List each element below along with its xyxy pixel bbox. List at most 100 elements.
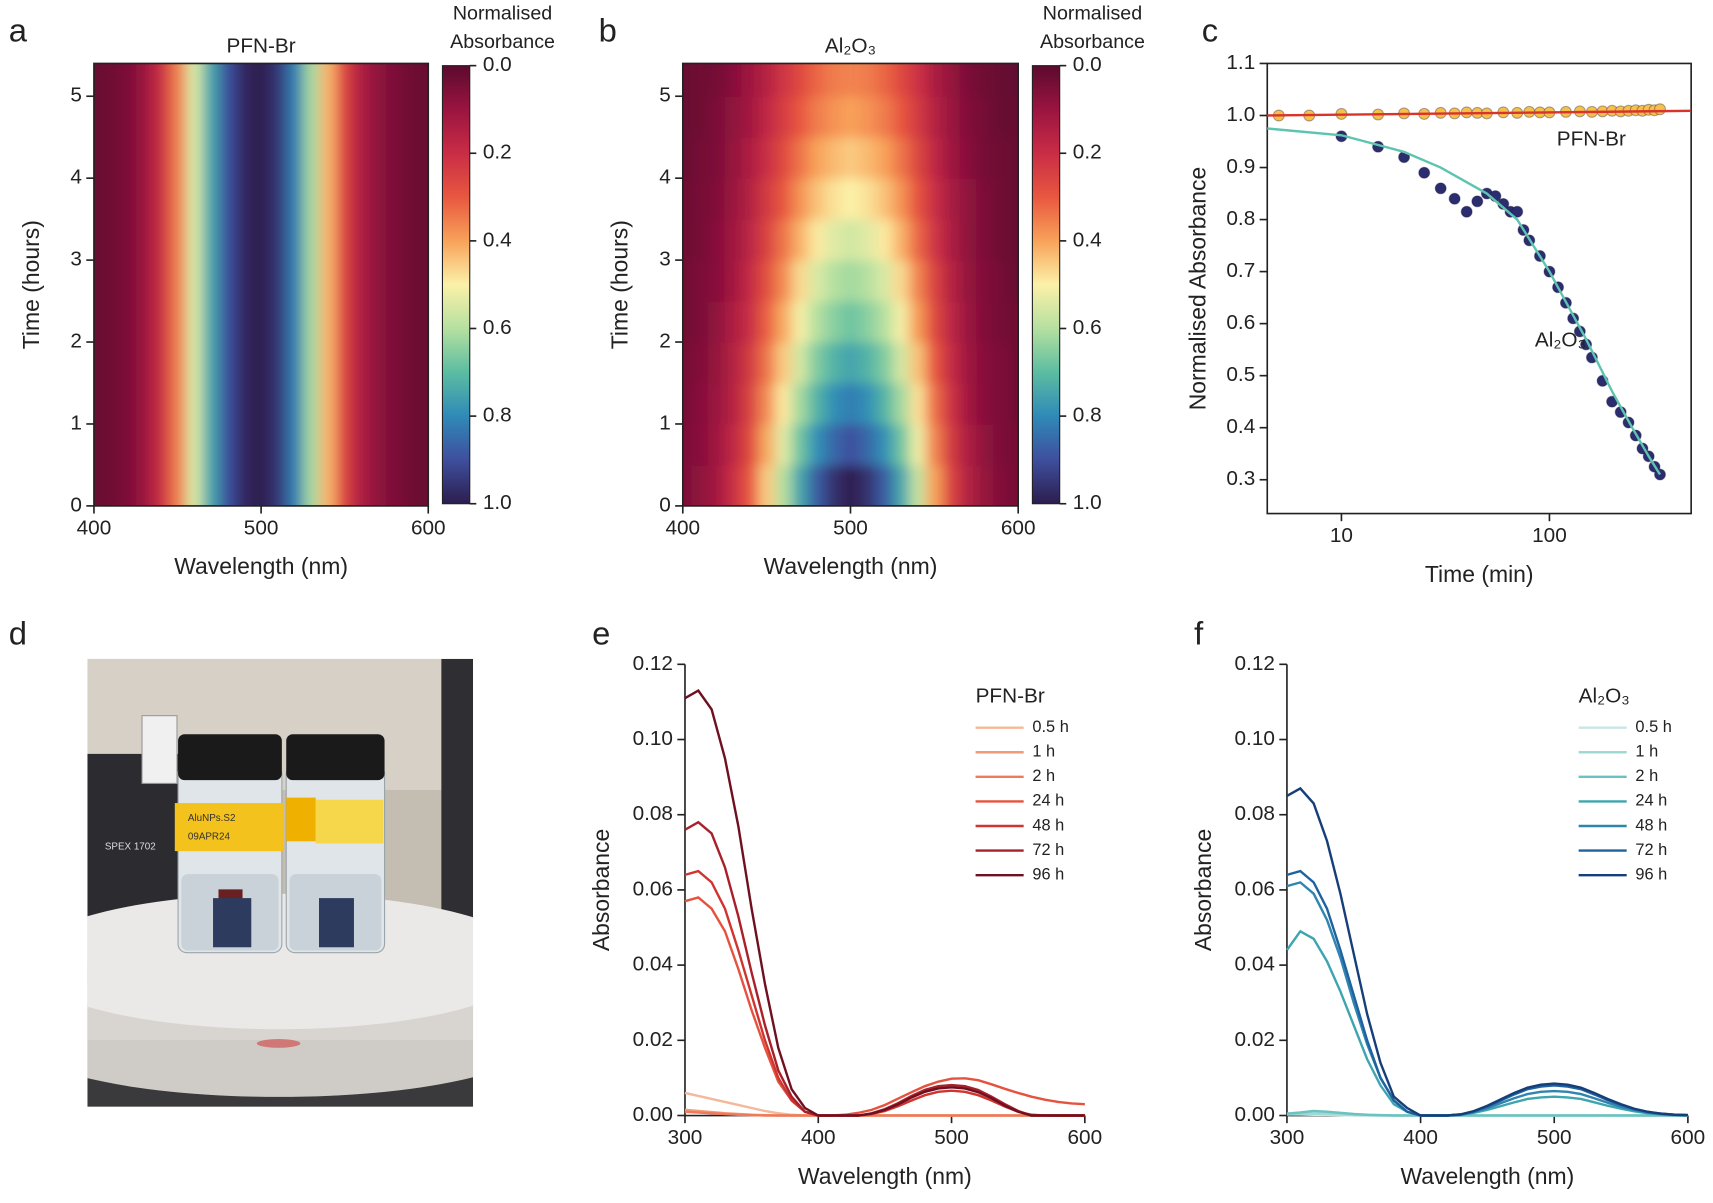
heatmap-cell xyxy=(842,342,860,384)
legend-label: 24 h xyxy=(1032,792,1064,810)
heatmap xyxy=(682,63,1019,506)
heatmap-cell xyxy=(236,423,254,506)
panel-letter: b xyxy=(599,12,617,49)
heatmap-cell xyxy=(169,260,187,343)
heatmap-cell xyxy=(842,301,860,343)
heatmap-cell xyxy=(758,63,776,97)
heatmap-cell xyxy=(909,219,927,261)
heatmap-cell xyxy=(758,301,776,343)
heatmap-cell xyxy=(682,423,692,466)
heatmap-cell xyxy=(858,178,877,220)
heatmap-cell xyxy=(269,96,287,179)
data-point xyxy=(1653,103,1667,116)
film-edge xyxy=(218,889,243,900)
annotation: PFN-Br xyxy=(1557,127,1626,150)
colorbar-tick-label: 0.6 xyxy=(483,316,512,339)
heatmap-cell xyxy=(959,423,977,466)
heatmap-cell xyxy=(892,301,910,343)
legend-label: 72 h xyxy=(1032,841,1064,859)
heatmap-cell xyxy=(252,260,271,343)
heatmap-cell xyxy=(219,96,237,179)
x-tick-label: 500 xyxy=(1537,1126,1572,1149)
y-tick-label: 2 xyxy=(659,330,671,353)
heatmap-cell xyxy=(858,423,877,466)
heatmap-cell xyxy=(419,96,429,179)
heatmap-cell xyxy=(185,63,204,97)
heatmap-cell xyxy=(959,301,977,343)
heatmap-cell xyxy=(369,96,388,179)
heatmap-cell xyxy=(858,301,877,343)
y-tick-label: 0.4 xyxy=(1226,415,1255,438)
heatmap-cell xyxy=(741,96,759,138)
colorbar-tick-label: 0.4 xyxy=(483,228,512,251)
heatmap-cell xyxy=(808,63,826,97)
y-axis-label: Normalised Absorbance xyxy=(1185,167,1211,411)
heatmap-cell xyxy=(741,219,759,261)
heatmap-cell xyxy=(825,423,843,466)
heatmap-cell xyxy=(925,423,944,466)
heatmap-cell xyxy=(842,260,860,302)
heatmap-cell xyxy=(825,63,843,97)
heatmap-cell xyxy=(135,63,154,97)
heatmap-cell xyxy=(302,96,321,179)
heatmap-cell xyxy=(724,178,743,220)
heatmap-cell xyxy=(386,423,404,506)
chart-title: Al₂O₃ xyxy=(825,35,876,58)
heatmap-cell xyxy=(219,63,237,97)
spectrum-line xyxy=(1286,1109,1688,1117)
heatmap-cell xyxy=(909,383,927,425)
heatmap-cell xyxy=(724,219,743,261)
heatmap-cell xyxy=(707,464,726,506)
heatmap-cell xyxy=(976,178,994,220)
heatmap-cell xyxy=(169,178,187,261)
heatmap-cell xyxy=(682,63,692,97)
heatmap-cell xyxy=(403,178,421,261)
heatmap-cell xyxy=(892,63,910,97)
heatmap-cell xyxy=(741,178,759,220)
heatmap-cell xyxy=(993,178,1011,220)
heatmap-cell xyxy=(976,464,994,506)
tag xyxy=(141,715,178,784)
heatmap-cell xyxy=(202,63,220,97)
colorbar-title: Normalised xyxy=(453,2,552,24)
y-tick-label: 0.08 xyxy=(1235,802,1275,825)
heatmap-cell xyxy=(925,63,944,97)
legend-label: 2 h xyxy=(1635,767,1658,785)
heatmap-cell xyxy=(119,342,137,425)
spectrum-line xyxy=(1285,929,1688,1117)
heatmap-cell xyxy=(102,342,120,425)
heatmap-cell xyxy=(875,423,894,466)
heatmap-cell xyxy=(269,63,287,97)
heatmap-cell xyxy=(724,137,743,179)
heatmap-cell xyxy=(791,63,810,97)
x-axis-label: Time (min) xyxy=(1425,561,1534,587)
annotation: Al₂O₃ xyxy=(1535,328,1586,351)
heatmap-cell xyxy=(959,63,977,97)
heatmap-cell xyxy=(976,383,994,425)
heatmap-cell xyxy=(682,464,692,506)
heatmap-cell xyxy=(185,342,204,425)
heatmap-cell xyxy=(152,423,170,506)
heatmap-cell xyxy=(336,260,354,343)
heatmap-cell xyxy=(185,423,204,506)
y-tick-label: 0.02 xyxy=(633,1028,673,1051)
heatmap-cell xyxy=(707,260,726,302)
heatmap-cell xyxy=(808,178,826,220)
heatmap-cell xyxy=(775,96,793,138)
heatmap-cell xyxy=(369,178,388,261)
panel-letter: a xyxy=(9,12,28,49)
heatmap-cell xyxy=(808,342,826,384)
heatmap-cell xyxy=(386,63,404,97)
heatmap-cell xyxy=(319,178,337,261)
heatmap-cell xyxy=(942,178,961,220)
heatmap-cell xyxy=(976,137,994,179)
heatmap-cell xyxy=(419,423,429,506)
x-axis-label: Wavelength (nm) xyxy=(174,553,348,579)
heatmap-cell xyxy=(691,260,709,302)
heatmap-cell xyxy=(419,342,429,425)
heatmap-cell xyxy=(1009,464,1019,506)
heatmap-cell xyxy=(119,63,137,97)
heatmap-cell xyxy=(875,260,894,302)
legend-label: 2 h xyxy=(1032,767,1055,785)
heatmap-cell xyxy=(152,178,170,261)
